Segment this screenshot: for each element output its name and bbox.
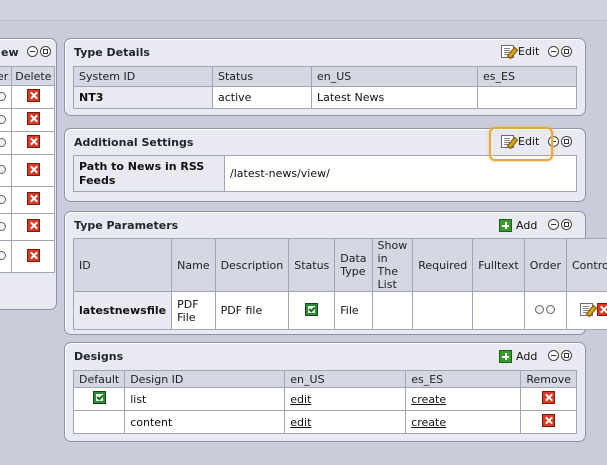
minimize-icon[interactable] [548, 219, 559, 230]
col-status: Status [212, 66, 312, 87]
col-en-us: en_US [284, 370, 407, 388]
type-parameters-title: Type Parameters [74, 219, 179, 232]
add-label: Add [516, 350, 538, 363]
left-panel: ew er Delete [0, 38, 57, 310]
delete-param-icon[interactable] [596, 302, 607, 316]
type-details-title: Type Details [74, 46, 150, 59]
left-table: er Delete [0, 66, 56, 273]
maximize-icon[interactable] [561, 350, 572, 361]
type-details-panel: Type Details Edit System ID Status en_US… [64, 38, 586, 116]
circle-icon[interactable] [0, 91, 6, 101]
edit-label: Edit [518, 135, 540, 148]
designs-title: Designs [74, 350, 124, 363]
es-es-value [477, 86, 577, 109]
rss-path-value: /latest-news/view/ [224, 155, 577, 192]
en-us-value: Latest News [311, 86, 478, 109]
param-name: PDF File [171, 291, 216, 330]
col-system-id: System ID [73, 66, 213, 87]
circle-icon[interactable] [0, 251, 6, 260]
maximize-icon[interactable] [40, 46, 51, 57]
col-description: Description [214, 238, 290, 292]
move-up-icon[interactable] [535, 305, 545, 314]
delete-icon[interactable] [26, 248, 40, 262]
delete-icon[interactable] [26, 112, 40, 125]
maximize-icon[interactable] [561, 219, 572, 230]
type-parameters-table: ID Name Description Status Data Type Sho… [72, 238, 607, 330]
col-es-es: es_ES [477, 66, 577, 87]
col-id: ID [72, 238, 173, 292]
minimize-icon[interactable] [548, 136, 559, 147]
param-data-type: File [334, 291, 373, 330]
designs-add-button[interactable]: Add [499, 350, 537, 363]
col-controls: Controls [566, 238, 607, 292]
col-design-id: Design ID [124, 370, 286, 388]
col-status: Status [288, 238, 336, 292]
default-checkbox-icon[interactable] [92, 391, 106, 404]
circle-icon[interactable] [0, 194, 6, 204]
edit-param-icon[interactable] [580, 302, 593, 316]
circle-icon[interactable] [0, 137, 6, 147]
delete-icon[interactable] [26, 89, 40, 102]
additional-settings-table: Path to News in RSS Feeds /latest-news/v… [73, 155, 577, 192]
top-bar [0, 0, 607, 21]
delete-icon[interactable] [26, 162, 40, 176]
delete-header: Delete [11, 66, 56, 86]
status-value: active [212, 86, 312, 109]
type-details-edit-button[interactable]: Edit [501, 45, 539, 58]
col-show-in-list: Show in The List [371, 238, 414, 292]
edit-icon [501, 45, 514, 58]
circle-icon[interactable] [0, 114, 6, 124]
minimize-icon[interactable] [27, 46, 38, 57]
param-id: latestnewsfile [72, 291, 173, 330]
add-icon [499, 350, 512, 363]
design-id: list [124, 387, 286, 411]
designs-panel: Designs Add Default Design ID en_US es_E… [64, 342, 586, 442]
edit-icon [501, 135, 514, 148]
additional-settings-panel: Additional Settings Edit Path to News in… [64, 128, 586, 202]
edit-highlight [489, 127, 553, 161]
remove-design-icon[interactable] [542, 414, 556, 427]
col-name: Name [171, 238, 216, 292]
remove-design-icon[interactable] [542, 391, 556, 404]
rss-path-label: Path to News in RSS Feeds [73, 155, 225, 192]
circle-icon[interactable] [0, 165, 6, 174]
es-es-create-link[interactable]: create [411, 415, 447, 429]
left-panel-title: ew [1, 46, 19, 59]
es-es-create-link[interactable]: create [411, 392, 447, 406]
design-id: content [124, 410, 286, 434]
circle-icon[interactable] [0, 221, 6, 231]
minimize-icon[interactable] [548, 350, 559, 361]
param-description: PDF file [214, 291, 290, 330]
delete-icon[interactable] [26, 192, 40, 205]
delete-icon[interactable] [26, 135, 40, 148]
minimize-icon[interactable] [548, 46, 559, 57]
en-us-edit-link[interactable]: edit [290, 415, 312, 429]
type-parameters-add-button[interactable]: Add [499, 219, 537, 232]
designs-table: Default Design ID en_US es_ES Remove lis… [72, 370, 577, 434]
maximize-icon[interactable] [561, 136, 572, 147]
left-col-header: er [0, 66, 13, 86]
col-en-us: en_US [311, 66, 478, 87]
edit-label: Edit [518, 45, 540, 58]
add-icon [499, 219, 512, 232]
system-id-value: NT3 [73, 86, 213, 109]
en-us-edit-link[interactable]: edit [290, 392, 312, 406]
col-data-type: Data Type [334, 238, 373, 292]
additional-settings-edit-button[interactable]: Edit [501, 135, 539, 148]
move-down-icon[interactable] [546, 305, 556, 314]
maximize-icon[interactable] [561, 46, 572, 57]
type-parameters-panel: Type Parameters Add ID Name Description … [64, 211, 607, 335]
add-label: Add [516, 219, 538, 232]
col-required: Required [412, 238, 474, 292]
col-es-es: es_ES [405, 370, 522, 388]
additional-settings-title: Additional Settings [74, 136, 194, 149]
col-default: Default [72, 370, 126, 388]
status-checkbox-icon[interactable] [305, 302, 319, 316]
col-remove: Remove [520, 370, 577, 388]
type-details-table: System ID Status en_US es_ES NT3 active … [73, 66, 577, 109]
col-fulltext: Fulltext [472, 238, 525, 292]
delete-icon[interactable] [26, 219, 40, 232]
col-order: Order [523, 238, 568, 292]
